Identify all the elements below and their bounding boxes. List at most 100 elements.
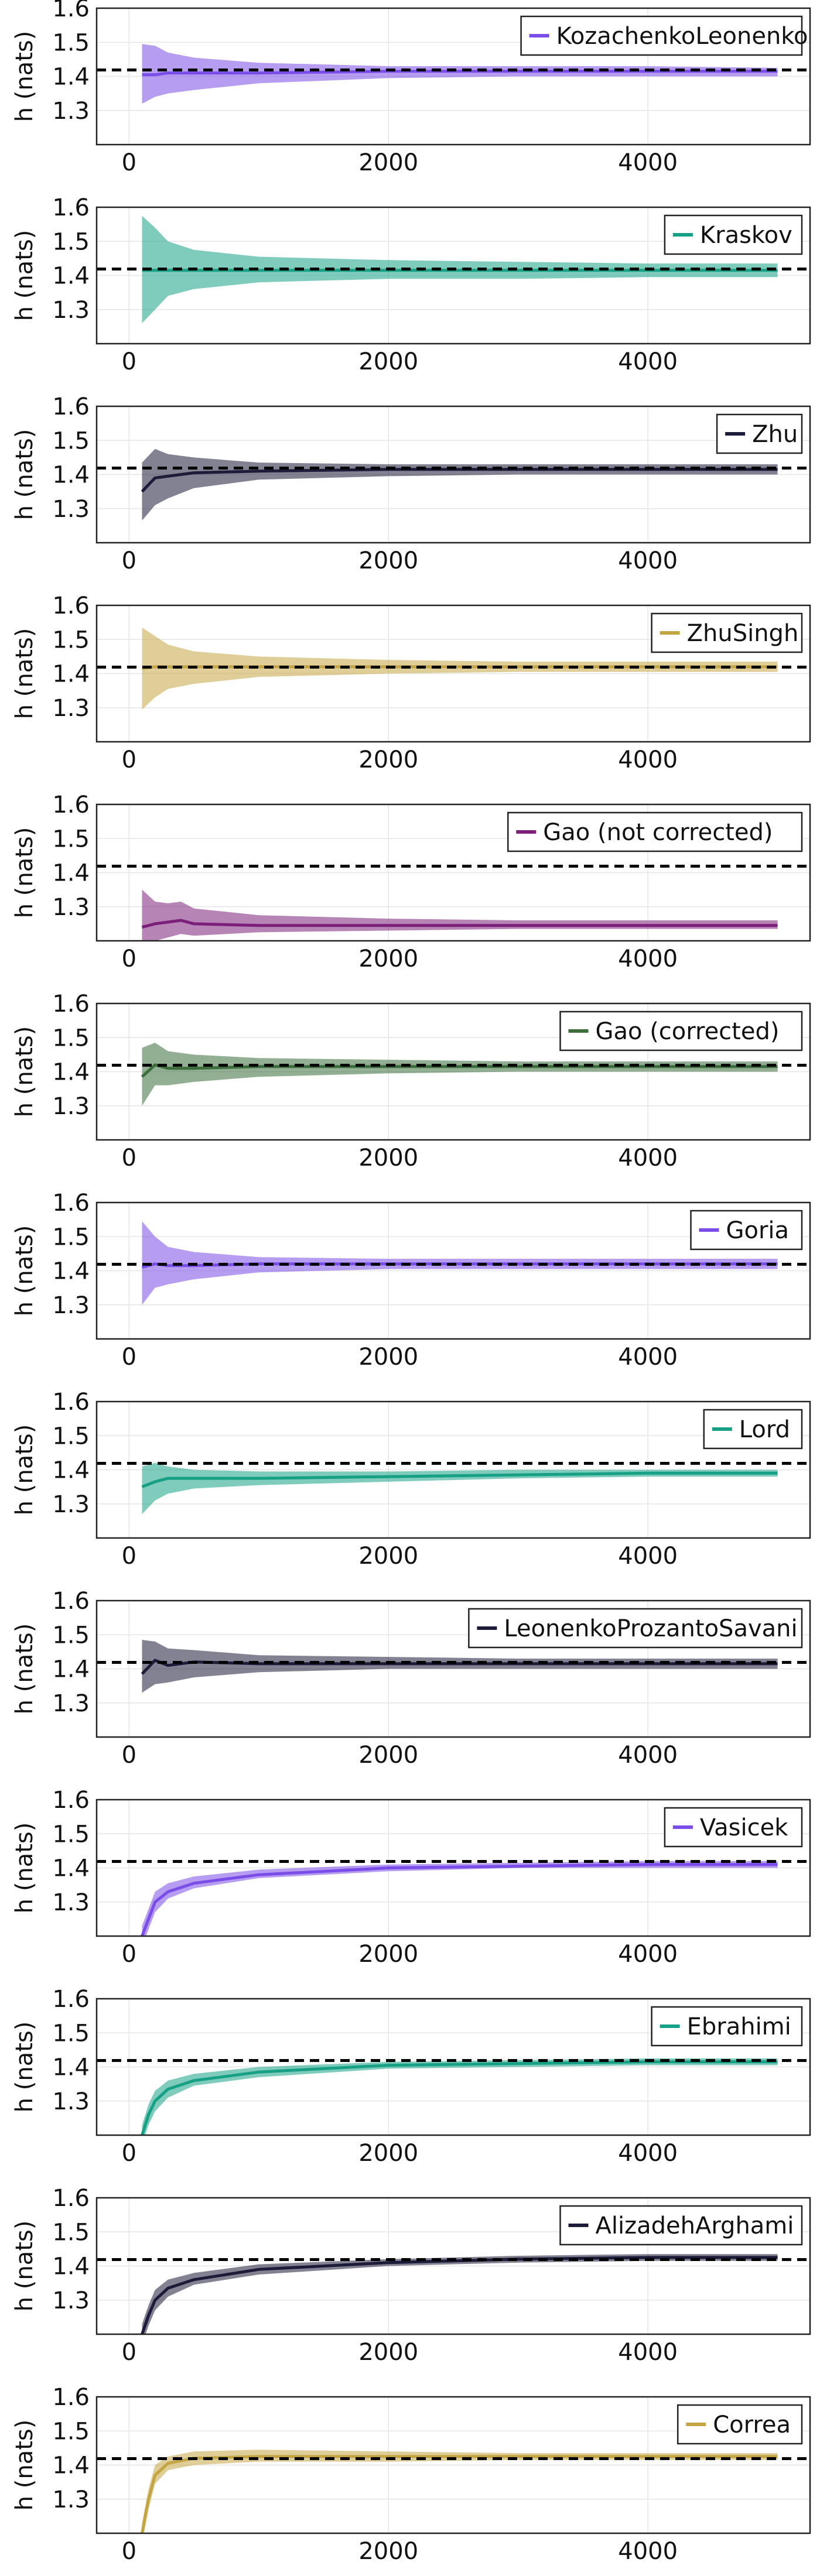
- axes-frame: [95, 405, 811, 544]
- x-tick-label: 4000: [618, 2140, 678, 2167]
- legend-box: [507, 811, 803, 852]
- y-tick-label: 1.3: [52, 2287, 90, 2314]
- legend: Lord: [703, 1409, 803, 1450]
- legend-label: Lord: [739, 1416, 790, 1443]
- y-axis-label: h (nats): [11, 1026, 38, 1118]
- axes-frame: [95, 206, 811, 345]
- x-tick-label: 4000: [618, 1344, 678, 1371]
- panel-zhusingh: 1.3 1.4 1.5 1.6 0 2000 4000 h (nats) ZhuSingh: [11, 592, 811, 773]
- panel-kraskov: 1.3 1.4 1.5 1.6 0 2000 4000 h (nats) Kraskov: [11, 194, 811, 375]
- x-tick-label: 4000: [618, 1145, 678, 1171]
- confidence-band: [142, 1640, 778, 1693]
- confidence-band: [142, 1861, 778, 1936]
- y-tick-label: 1.4: [52, 2452, 90, 2479]
- axes-frame: [95, 2396, 811, 2534]
- y-tick-label: 1.4: [52, 1059, 90, 1086]
- x-tick-label: 2000: [358, 2339, 418, 2366]
- y-axis-label: h (nats): [11, 230, 38, 321]
- axes-frame: [95, 1201, 811, 1340]
- y-tick-label: 1.6: [52, 2384, 90, 2411]
- x-tick-label: 2000: [358, 547, 418, 574]
- confidence-band: [142, 2254, 778, 2334]
- x-tick-label: 0: [122, 1543, 136, 1570]
- x-tick-label: 2000: [358, 946, 418, 972]
- y-tick-label: 1.4: [52, 661, 90, 688]
- y-tick-label: 1.6: [52, 1588, 90, 1615]
- axes-frame: [95, 1400, 811, 1539]
- x-tick-label: 2000: [358, 2140, 418, 2167]
- legend-box: [559, 1010, 803, 1051]
- y-tick-label: 1.5: [52, 228, 90, 255]
- y-tick-label: 1.6: [52, 393, 90, 420]
- y-tick-label: 1.5: [52, 1622, 90, 1649]
- legend-label: Kraskov: [700, 222, 792, 249]
- y-tick-label: 1.3: [52, 2088, 90, 2115]
- x-tick-label: 2000: [358, 348, 418, 375]
- legend-label: AlizadehArghami: [596, 2212, 794, 2239]
- x-tick-label: 2000: [358, 149, 418, 176]
- x-tick-label: 4000: [618, 2339, 678, 2366]
- y-tick-label: 1.4: [52, 2054, 90, 2081]
- axes-frame: [95, 7, 811, 146]
- y-tick-label: 1.4: [52, 1258, 90, 1285]
- axes-frame: [95, 604, 811, 743]
- confidence-band: [142, 1043, 778, 1106]
- y-tick-label: 1.4: [52, 263, 90, 290]
- legend-label: Correa: [713, 2411, 791, 2438]
- y-tick-label: 1.3: [52, 98, 90, 125]
- series-line: [141, 1471, 778, 1488]
- panel-gao-corrected: 1.3 1.4 1.5 1.6 0 2000 4000 h (nats) Gao (correc…: [11, 991, 811, 1171]
- x-tick-label: 2000: [358, 1344, 418, 1371]
- series-line: [141, 2256, 778, 2334]
- x-tick-label: 0: [122, 2140, 136, 2167]
- x-tick-label: 0: [122, 946, 136, 972]
- x-tick-label: 2000: [358, 1742, 418, 1769]
- y-axis-label: h (nats): [11, 827, 38, 919]
- legend-box: [468, 1608, 803, 1649]
- y-tick-label: 1.6: [52, 1787, 90, 1814]
- legend: Gao (corrected): [559, 1010, 803, 1051]
- y-tick-label: 1.5: [52, 1025, 90, 1051]
- confidence-band: [142, 1462, 778, 1515]
- y-tick-label: 1.5: [52, 2020, 90, 2047]
- legend: KozachenkoLeonenko: [520, 15, 808, 56]
- confidence-band: [142, 889, 778, 941]
- y-axis-label: h (nats): [11, 628, 38, 720]
- confidence-band: [142, 2450, 778, 2533]
- y-axis-label: h (nats): [11, 1225, 38, 1317]
- y-tick-label: 1.5: [52, 1821, 90, 1848]
- y-axis-label: h (nats): [11, 1823, 38, 1914]
- x-tick-label: 2000: [358, 746, 418, 773]
- legend-label: Vasicek: [700, 1814, 788, 1841]
- legend: LeonenkoProzantoSavani: [468, 1608, 803, 1649]
- y-axis-label: h (nats): [11, 2221, 38, 2312]
- panel-lord: 1.3 1.4 1.5 1.6 0 2000 4000 h (nats) Lord: [11, 1389, 811, 1570]
- x-tick-label: 4000: [618, 1742, 678, 1769]
- series-line: [141, 1863, 778, 1936]
- x-tick-label: 0: [122, 348, 136, 375]
- y-tick-label: 1.4: [52, 462, 90, 489]
- y-tick-label: 1.5: [52, 825, 90, 852]
- series-line: [141, 2060, 778, 2135]
- y-tick-label: 1.5: [52, 29, 90, 56]
- panel-kozachenkoleonenko: 1.3 1.4 1.5 1.6 0 2000 4000 h (nats) KozachenkoL…: [11, 0, 811, 176]
- y-tick-label: 1.4: [52, 64, 90, 91]
- x-tick-label: 4000: [618, 149, 678, 176]
- legend: Kraskov: [664, 214, 803, 255]
- x-tick-label: 0: [122, 1742, 136, 1769]
- x-tick-label: 4000: [618, 1543, 678, 1570]
- y-tick-label: 1.6: [52, 1986, 90, 2013]
- legend-label: Ebrahimi: [687, 2013, 791, 2040]
- legend: Vasicek: [664, 1807, 803, 1848]
- y-tick-label: 1.6: [52, 1190, 90, 1217]
- y-tick-label: 1.3: [52, 894, 90, 921]
- legend: AlizadehArghami: [559, 2205, 803, 2246]
- legend-label: Gao (not corrected): [543, 819, 773, 846]
- confidence-band: [142, 448, 778, 521]
- axes-frame: [95, 1002, 811, 1141]
- confidence-band: [142, 627, 778, 710]
- x-tick-label: 0: [122, 149, 136, 176]
- y-tick-label: 1.5: [52, 427, 90, 454]
- legend: Ebrahimi: [651, 2006, 803, 2047]
